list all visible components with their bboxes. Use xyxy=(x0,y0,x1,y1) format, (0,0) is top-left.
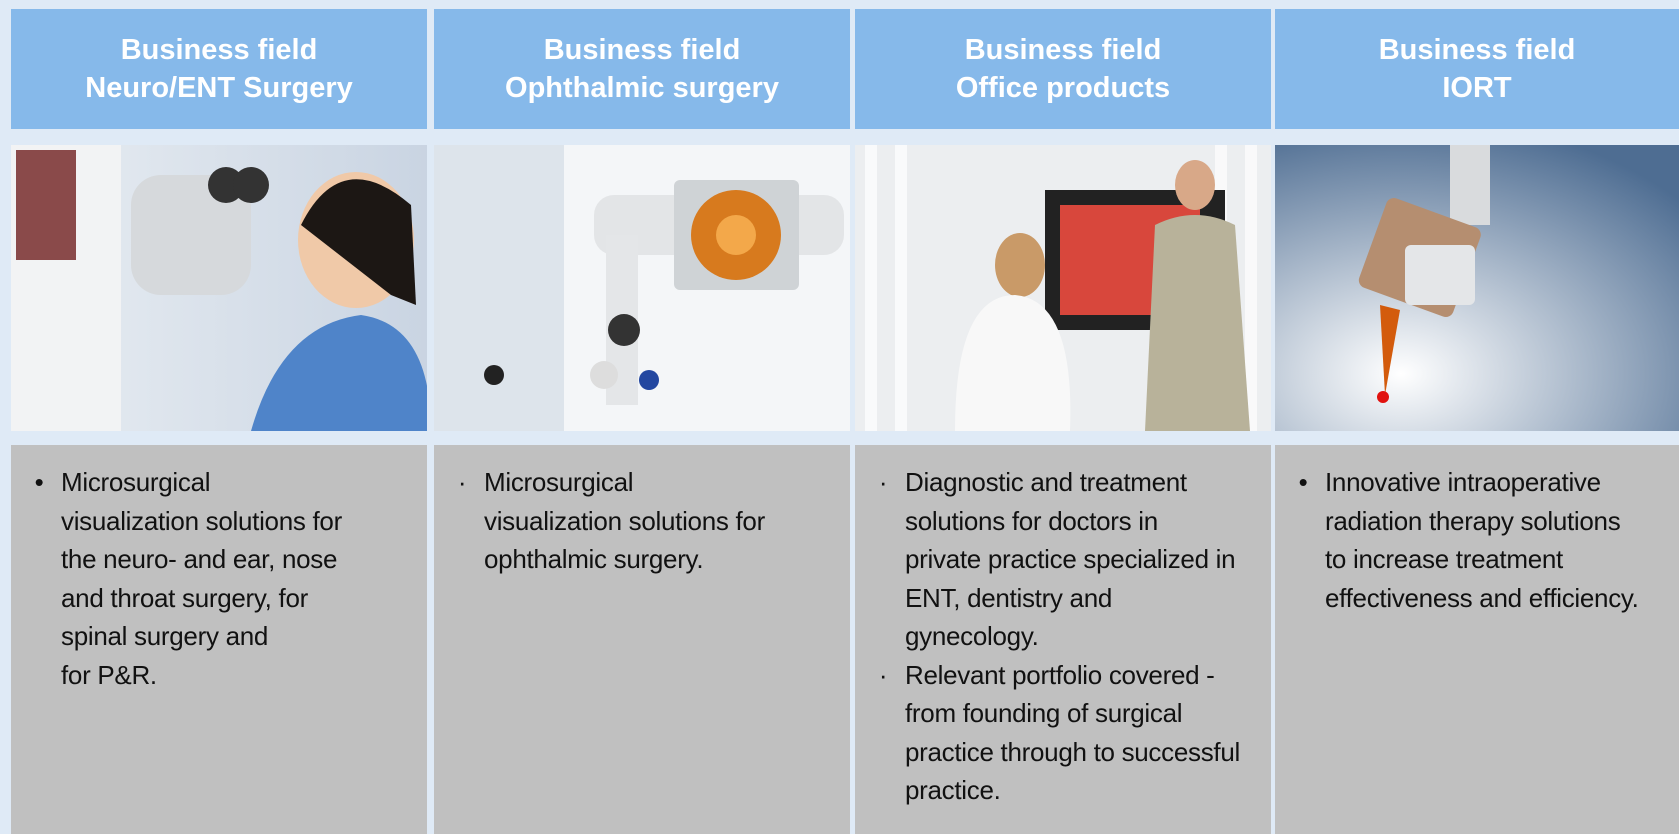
photo-ophthalmic xyxy=(434,145,850,431)
bullet-line: Diagnostic and treatment xyxy=(905,467,1187,497)
bullet-line: the neuro- and ear, nose xyxy=(61,544,338,574)
header-line: Ophthalmic surgery xyxy=(505,72,779,104)
business-field-column: Business field Neuro/ENT Surgery • Microsur… xyxy=(11,0,427,834)
column-header: Business field Neuro/ENT Surgery xyxy=(11,9,427,129)
business-field-column: Business field Office products · Diagnostic… xyxy=(855,0,1271,834)
bullet-line: visualization solutions for xyxy=(484,505,765,536)
bullet-marker: · xyxy=(457,467,467,497)
business-field-column: Business field Ophthalmic surgery · Microsu… xyxy=(434,0,850,834)
header-line: IORT xyxy=(1442,72,1512,104)
bullet-line: practice through to successful xyxy=(905,736,1240,767)
bullet-line: from founding of surgical xyxy=(905,698,1183,728)
bullet-line: practice. xyxy=(905,775,1001,805)
bullet-line: private practice specialized in xyxy=(905,544,1236,574)
column-photo xyxy=(855,145,1271,431)
photo-office xyxy=(855,145,1271,431)
bullet-item: • Innovative intraoperative radiation ther… xyxy=(1275,463,1679,617)
bullet-line: ophthalmic surgery. xyxy=(484,544,704,574)
photo-neuro xyxy=(11,145,427,431)
header-line: Office products xyxy=(955,72,1171,104)
bullet-marker: · xyxy=(878,467,888,497)
column-photo xyxy=(1275,145,1679,431)
column-description: • Microsurgical visualization solutions fo… xyxy=(11,445,427,834)
header-line: Neuro/ENT Surgery xyxy=(85,72,353,104)
header-line: Business field xyxy=(964,34,1162,66)
column-header: Business field IORT xyxy=(1275,9,1679,129)
bullet-line: visualization solutions for xyxy=(61,505,342,536)
column-description: · Diagnostic and treatment solutions for d… xyxy=(855,445,1271,834)
header-line: Business field xyxy=(120,34,318,66)
bullet-item: · Relevant portfolio covered - from foundi… xyxy=(855,656,1271,810)
bullet-line: gynecology. xyxy=(905,621,1039,651)
bullet-line: radiation therapy solutions xyxy=(1325,505,1621,536)
photo-iort xyxy=(1275,145,1679,431)
column-header: Business field Ophthalmic surgery xyxy=(434,9,850,129)
bullet-line: ENT, dentistry and xyxy=(905,582,1113,613)
bullet-line: Innovative intraoperative xyxy=(1325,467,1601,497)
bullet-marker: • xyxy=(1298,467,1308,497)
bullet-item: • Microsurgical visualization solutions fo… xyxy=(11,463,427,694)
column-description: · Microsurgical visualization solutions fo… xyxy=(434,445,850,834)
bullet-line: to increase treatment xyxy=(1325,544,1563,574)
bullet-marker: • xyxy=(34,467,44,497)
bullet-marker: · xyxy=(878,659,888,690)
column-header: Business field Office products xyxy=(855,9,1271,129)
bullet-line: Microsurgical xyxy=(61,467,211,497)
bullet-line: effectiveness and efficiency. xyxy=(1325,582,1639,613)
column-photo xyxy=(434,145,850,431)
bullet-line: solutions for doctors in xyxy=(905,505,1158,536)
bullet-item: · Microsurgical visualization solutions fo… xyxy=(434,463,850,579)
bullet-line: Relevant portfolio covered - xyxy=(905,659,1215,690)
bullet-item: · Diagnostic and treatment solutions for d… xyxy=(855,463,1271,656)
bullet-line: Microsurgical xyxy=(484,467,634,497)
header-line: Business field xyxy=(543,34,741,66)
column-photo xyxy=(11,145,427,431)
bullet-line: spinal surgery and xyxy=(61,621,269,651)
business-field-column: Business field IORT • Innovative intraopera… xyxy=(1275,0,1679,834)
column-description: • Innovative intraoperative radiation ther… xyxy=(1275,445,1679,834)
header-line: Business field xyxy=(1378,34,1576,66)
bullet-line: for P&R. xyxy=(61,659,157,690)
bullet-line: and throat surgery, for xyxy=(61,582,308,613)
